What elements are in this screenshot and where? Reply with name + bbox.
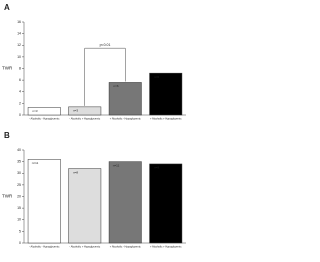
bar: [108, 82, 142, 116]
y-tick-label: 12: [17, 43, 21, 47]
y-tick-label: 16: [17, 20, 21, 24]
bar-label: n=11: [32, 161, 39, 165]
y-tick-label: 40: [17, 148, 21, 152]
significance-label: p<0.01: [100, 43, 111, 47]
bar-label: n=9: [154, 166, 159, 170]
bar-label: n=6: [114, 84, 119, 88]
y-tick-label: 2: [19, 101, 21, 105]
y-tick-label: 30: [17, 171, 21, 175]
figure: A TWR 0 2 4 6 8 10 12 14 16 n=3 - Alcoholic - Hypogl…: [2, 3, 186, 249]
bar: [149, 72, 183, 116]
y-tick-label: 0: [19, 241, 21, 245]
x-tick-label: + Alcoholic + Hypoglycemic: [150, 117, 182, 121]
bar-label: n=3: [73, 109, 78, 113]
y-tick-label: 14: [17, 32, 21, 36]
y-tick-label: 10: [17, 218, 21, 222]
y-tick-label: 15: [17, 206, 21, 210]
y-tick-label: 6: [19, 78, 21, 82]
y-axis-label: TWR: [2, 66, 13, 71]
bar-label: n=3: [33, 109, 38, 113]
x-tick-label: + Alcoholic - Hypoglycemic: [110, 117, 142, 121]
y-tick-label: 4: [19, 90, 21, 94]
bar: [27, 159, 61, 244]
x-tick-label: - Alcoholic - Hypoglycemic: [29, 117, 60, 121]
bar: [27, 107, 61, 116]
y-tick-label: 8: [19, 66, 21, 70]
bar: [68, 106, 102, 116]
x-tick-label: + Alcoholic - Hypoglycemic: [110, 245, 142, 249]
x-tick-label: + Alcoholic + Hypoglycemic: [150, 245, 182, 249]
x-tick-label: - Alcoholic + Hypoglycemic: [69, 117, 101, 121]
significance-bracket: [84, 47, 126, 106]
bar: [68, 168, 102, 244]
y-tick-label: 20: [17, 194, 21, 198]
bar: [149, 163, 183, 244]
bar-label: n=6: [154, 75, 159, 79]
x-tick-label: - Alcoholic - Hypoglycemic: [29, 245, 60, 249]
panel-label: A: [4, 3, 10, 12]
bar: [108, 161, 142, 244]
y-tick-label: 10: [17, 55, 21, 59]
y-tick-label: 0: [19, 113, 21, 117]
y-tick-label: 5: [19, 229, 21, 233]
panel-label: B: [4, 131, 10, 140]
y-tick-label: 25: [17, 183, 21, 187]
bar-label: n=8: [73, 170, 78, 174]
y-tick-label: 35: [17, 160, 21, 164]
x-tick-label: - Alcoholic + Hypoglycemic: [69, 245, 101, 249]
bar-label: n=11: [113, 163, 120, 167]
y-axis-label: TWR: [2, 194, 13, 199]
